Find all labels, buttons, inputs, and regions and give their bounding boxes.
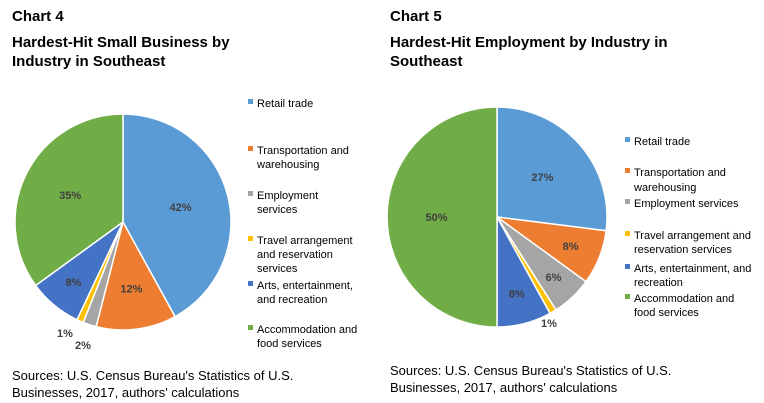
pie-data-label-employment-services: 6% [546, 272, 562, 284]
pie-data-label-accommodation-and-food-services: 35% [59, 190, 81, 202]
pie-data-label-arts-entertainment-and-recreation: 8% [509, 289, 525, 301]
pie-slice-accommodation-and-food-services [14, 113, 124, 287]
legend-swatch-arts-entertainment-and-recreation [248, 281, 253, 286]
chart-5-number: Chart 5 [390, 8, 442, 25]
legend-swatch-transportation-and-warehousing [248, 146, 253, 151]
chart-4-pie-chart: 42% 12% 2%1% 8% 35% Retail trade Transportatio… [14, 98, 357, 352]
chart-5-title: Hardest-Hit Employment by Industry in So… [390, 34, 668, 70]
pie-data-label-travel-arrangement-and-reservation-services: 1% [541, 318, 557, 330]
legend-label-accommodation-and-food-services: Accommodation and food services [634, 293, 734, 319]
chart-4-panel: Chart 4 Hardest-Hit Small Business by In… [12, 8, 357, 400]
pie-data-label-accommodation-and-food-services: 50% [425, 212, 447, 224]
chart-5-source: Sources: U.S. Census Bureau's Statistics… [390, 363, 672, 395]
legend-label-travel-arrangement-and-reservation-services: Travel arrangement and reservation servic… [634, 230, 751, 256]
legend-label-transportation-and-warehousing: Transportation and warehousing [633, 167, 726, 194]
legend-swatch-accommodation-and-food-services [248, 325, 253, 330]
legend-swatch-retail-trade [248, 99, 253, 104]
legend-label-arts-entertainment-and-recreation: Arts, entertainment, and recreation [257, 280, 353, 306]
legend-label-travel-arrangement-and-reservation-services: Travel arrangement and reservation service… [257, 235, 353, 275]
legend-label-arts-entertainment-and-recreation: Arts, entertainment, and recreation [634, 263, 751, 289]
legend-swatch-retail-trade [625, 137, 630, 142]
legend-swatch-travel-arrangement-and-reservation-services [248, 236, 253, 241]
legend-swatch-transportation-and-warehousing [625, 168, 630, 173]
legend-label-retail-trade: Retail trade [257, 98, 313, 110]
pie-data-label-transportation-and-warehousing: 8% [563, 241, 579, 253]
legend-swatch-arts-entertainment-and-recreation [625, 264, 630, 269]
legend-swatch-employment-services [625, 199, 630, 204]
legend-label-employment-services: Employment services [634, 198, 739, 210]
legend-swatch-employment-services [248, 191, 253, 196]
legend-label-transportation-and-warehousing: Transportation and warehousing [256, 145, 349, 171]
chart-4-number: Chart 4 [12, 8, 64, 25]
legend-label-retail-trade: Retail trade [634, 136, 690, 148]
chart-5-panel: Chart 5 Hardest-Hit Employment by Indust… [382, 0, 764, 403]
legend-label-accommodation-and-food-services: Accommodation and food services [257, 324, 357, 350]
pie-data-label-transportation-and-warehousing: 12% [120, 283, 142, 295]
legend-swatch-accommodation-and-food-services [625, 294, 630, 299]
legend-swatch-travel-arrangement-and-reservation-services [625, 231, 630, 236]
legend-label-employment-services: Employment services [257, 190, 318, 216]
chart-5-pie-chart: 27% 8% 6% 1% 8% 50% Retail trade Transportation… [386, 106, 751, 330]
pie-data-label-travel-arrangement-and-reservation-services: 1% [57, 328, 73, 340]
chart-4-source: Sources: U.S. Census Bureau's Statistics… [12, 368, 294, 400]
pie-data-label-retail-trade: 27% [531, 172, 553, 184]
pie-data-label-arts-entertainment-and-recreation: 8% [65, 277, 81, 289]
pie-slice-retail-trade [496, 106, 608, 232]
pie-slice-accommodation-and-food-services [386, 106, 498, 328]
pie-data-label-retail-trade: 42% [169, 202, 191, 214]
chart-4-title: Hardest-Hit Small Business by Industry i… [12, 34, 230, 70]
pie-data-label-employment-services: 2% [75, 340, 91, 352]
pie-slice-retail-trade [122, 113, 232, 318]
pie-slice-transportation-and-warehousing [95, 219, 177, 331]
